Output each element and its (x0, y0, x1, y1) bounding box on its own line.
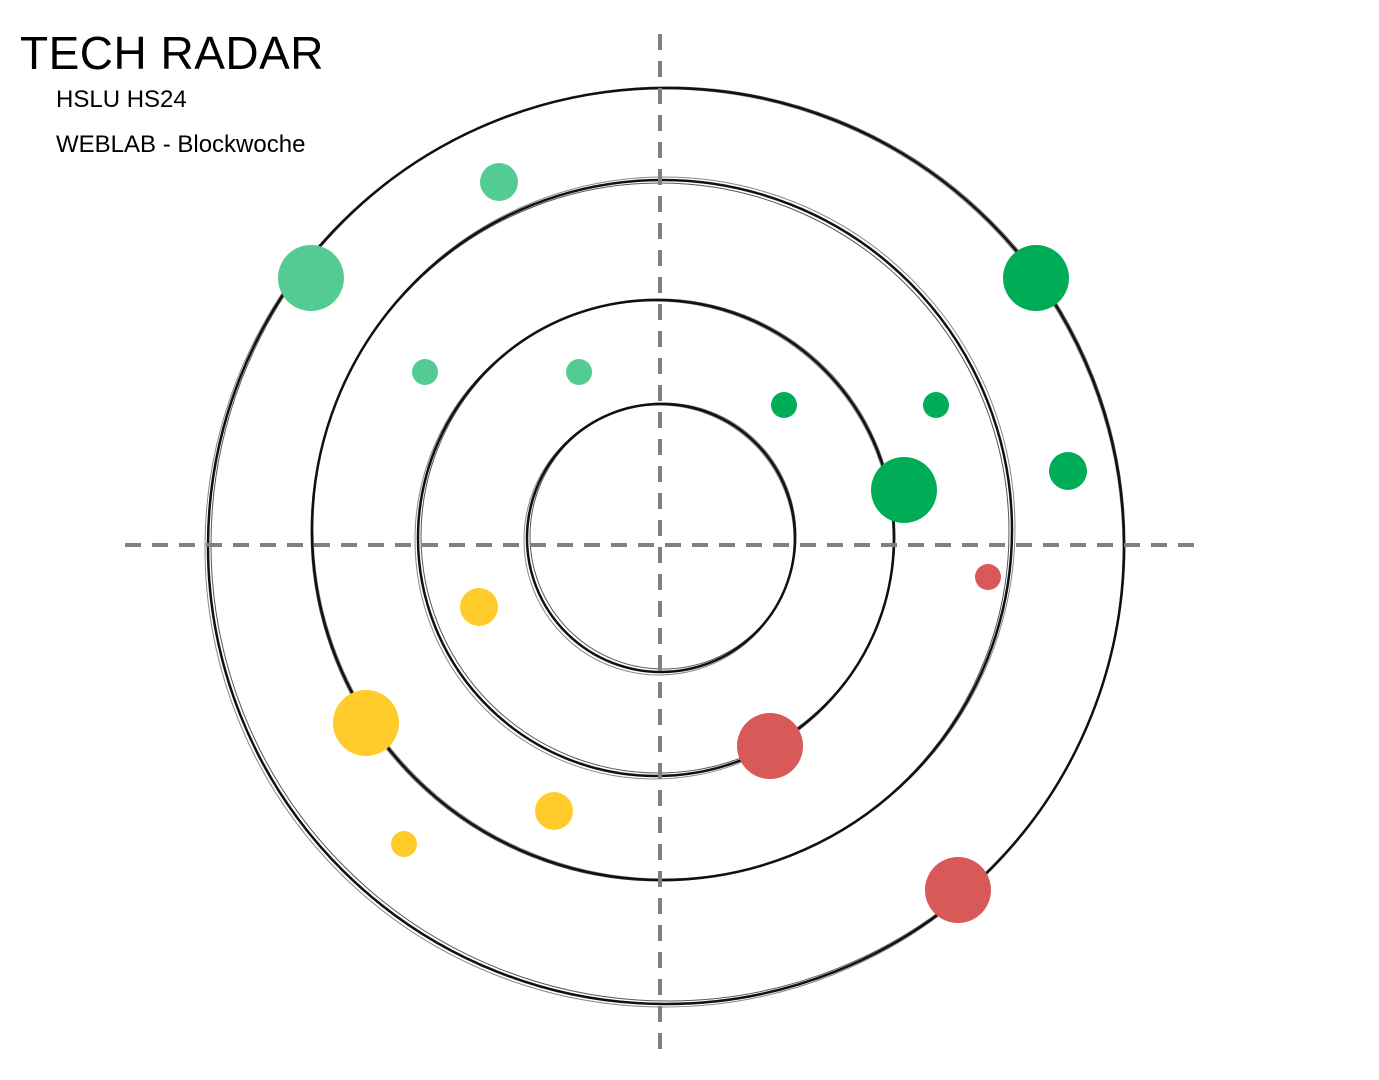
blip[interactable] (412, 359, 438, 385)
blip[interactable] (1003, 245, 1069, 311)
blip[interactable] (460, 588, 498, 626)
radar-header: TECH RADAR HSLU HS24 WEBLAB - Blockwoche (20, 26, 324, 159)
blip[interactable] (871, 457, 937, 523)
blip[interactable] (566, 359, 592, 385)
ring-second (414, 298, 896, 780)
page-title: TECH RADAR (20, 27, 325, 79)
blip[interactable] (923, 392, 949, 418)
blip[interactable] (771, 392, 797, 418)
blip[interactable] (535, 792, 573, 830)
blip[interactable] (278, 245, 344, 311)
subtitle-course: HSLU HS24 (56, 86, 187, 113)
blips-top-left (278, 163, 592, 385)
blip[interactable] (737, 713, 803, 779)
blip[interactable] (1049, 452, 1087, 490)
blips-bottom-right (737, 564, 1001, 923)
blip[interactable] (480, 163, 518, 201)
blips-top-right (771, 245, 1087, 523)
blip[interactable] (333, 690, 399, 756)
subtitle-event: WEBLAB - Blockwoche (56, 131, 306, 158)
blip[interactable] (925, 857, 991, 923)
blips-bottom-left (333, 588, 573, 857)
blip[interactable] (975, 564, 1001, 590)
ring-inner (523, 402, 797, 676)
radar-axes (125, 34, 1200, 1056)
blip[interactable] (391, 831, 417, 857)
